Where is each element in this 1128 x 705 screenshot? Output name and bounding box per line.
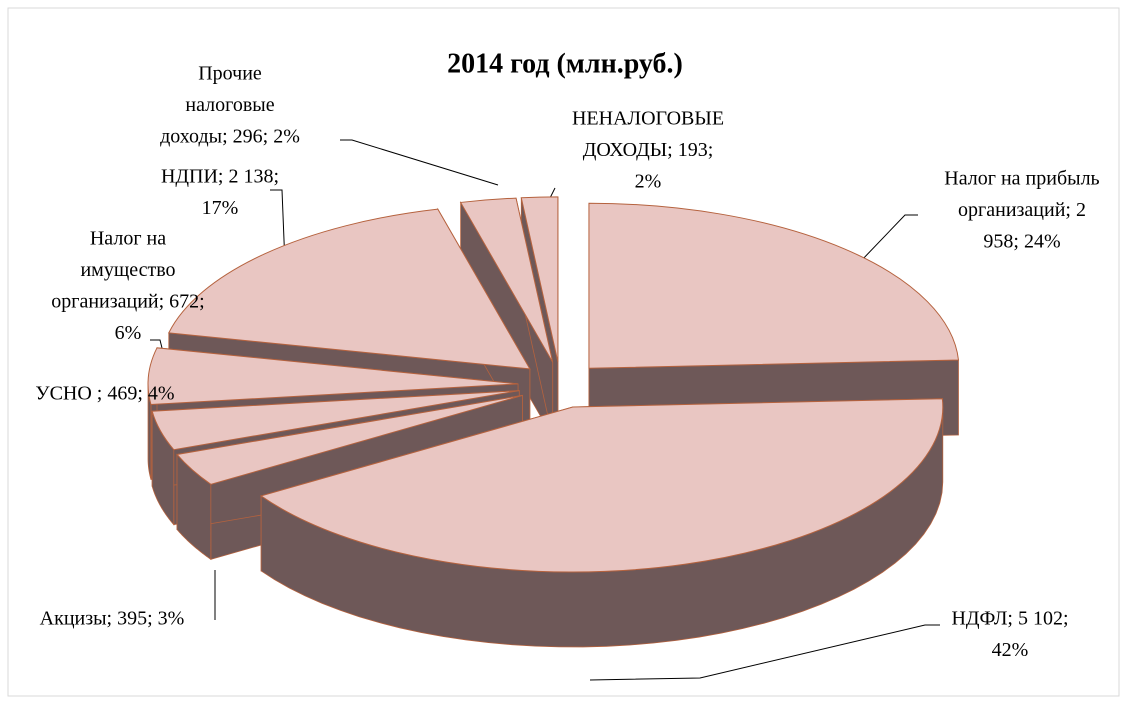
- data-label: Налог на: [90, 228, 166, 250]
- slice-top: [151, 390, 520, 451]
- data-label: НДПИ; 2 138;: [161, 166, 279, 188]
- data-label: НДФЛ; 5 102;: [951, 608, 1068, 630]
- data-label: 2%: [635, 171, 662, 193]
- slice-top: [588, 202, 960, 369]
- slice-top: [176, 394, 523, 485]
- slice: [259, 398, 944, 648]
- data-label: организаций; 672;: [51, 291, 205, 313]
- slice-top: [147, 347, 519, 405]
- slice-top: [520, 196, 559, 363]
- data-label: 958; 24%: [983, 231, 1060, 253]
- data-label: УСНО ; 469; 4%: [35, 383, 174, 405]
- data-label: имущество: [80, 259, 175, 281]
- slice-top: [259, 398, 944, 573]
- data-label: Прочие: [198, 63, 262, 85]
- data-label: 42%: [992, 639, 1029, 661]
- leader-line: [859, 214, 918, 263]
- slice-top: [459, 197, 554, 363]
- slice-top: [168, 208, 531, 370]
- leader-line: [340, 139, 499, 186]
- leader-line: [589, 624, 940, 681]
- data-label: налоговые: [185, 94, 274, 116]
- data-label: ДОХОДЫ; 193;: [583, 139, 714, 161]
- data-label: 17%: [202, 197, 239, 219]
- data-label: доходы; 296; 2%: [160, 126, 300, 148]
- leader-lines: [150, 139, 940, 681]
- leader-line: [270, 189, 286, 266]
- chart-title: 2014 год (млн.руб.): [447, 48, 683, 79]
- data-label: Налог на прибыль: [944, 168, 1099, 190]
- data-label: НЕНАЛОГОВЫЕ: [572, 108, 724, 130]
- data-label: 6%: [115, 322, 142, 344]
- data-label: организаций; 2: [958, 199, 1086, 221]
- data-label: Акцизы; 395; 3%: [40, 608, 185, 630]
